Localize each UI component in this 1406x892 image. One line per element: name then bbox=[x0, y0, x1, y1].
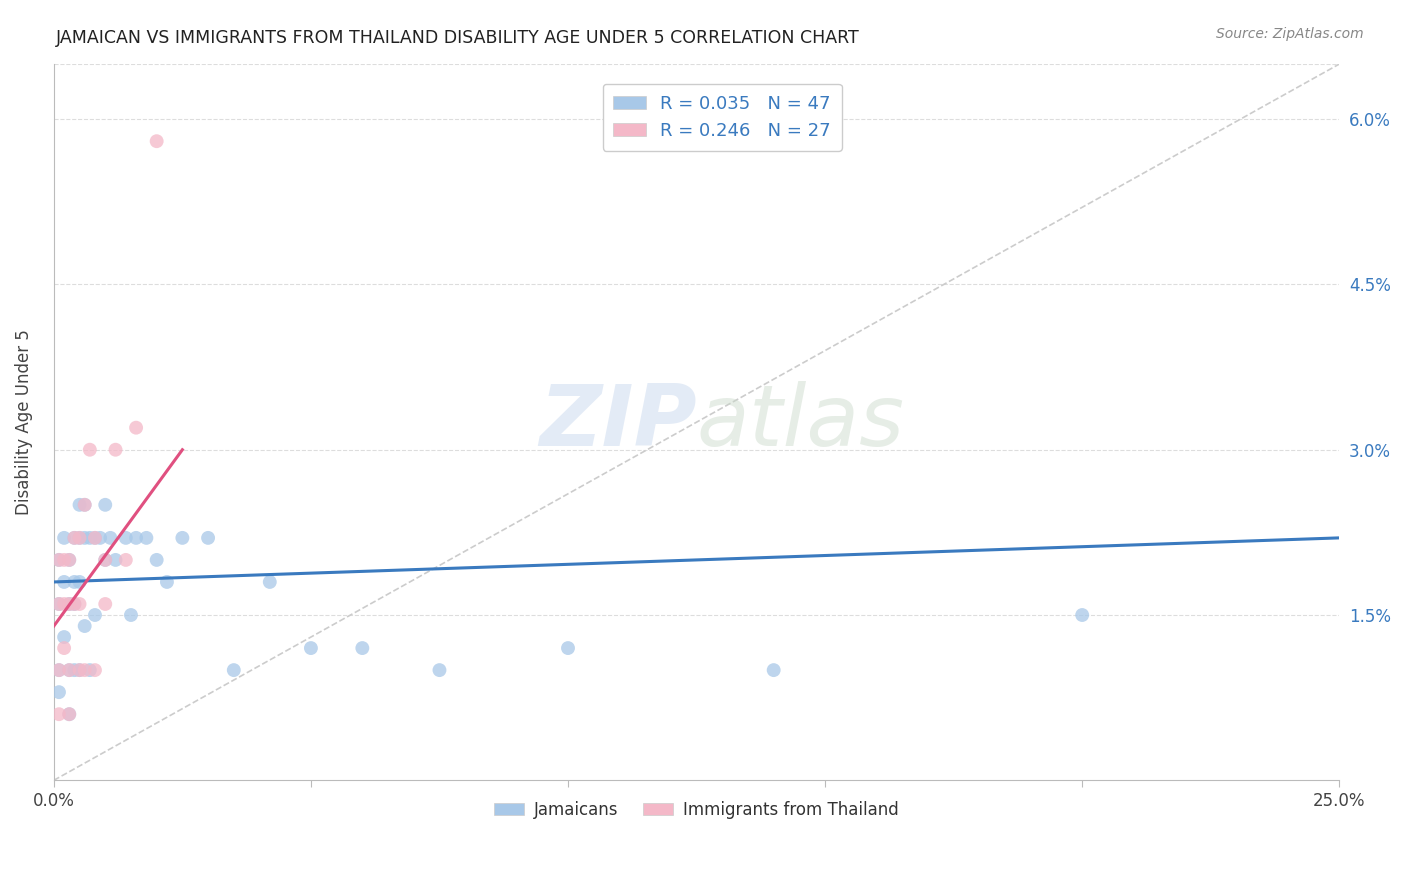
Point bbox=[84, 607, 107, 622]
Point bbox=[58, 553, 80, 567]
Point bbox=[120, 607, 142, 622]
Text: JAMAICAN VS IMMIGRANTS FROM THAILAND DISABILITY AGE UNDER 5 CORRELATION CHART: JAMAICAN VS IMMIGRANTS FROM THAILAND DIS… bbox=[56, 29, 860, 46]
Text: atlas: atlas bbox=[696, 381, 904, 464]
Point bbox=[429, 663, 451, 677]
Point bbox=[58, 597, 80, 611]
Point bbox=[48, 685, 70, 699]
Point bbox=[69, 663, 91, 677]
Point bbox=[84, 663, 107, 677]
Point bbox=[73, 663, 96, 677]
Point bbox=[94, 498, 117, 512]
Point bbox=[48, 597, 70, 611]
Point bbox=[104, 553, 127, 567]
Y-axis label: Disability Age Under 5: Disability Age Under 5 bbox=[15, 329, 32, 515]
Point bbox=[58, 707, 80, 722]
Point bbox=[84, 531, 107, 545]
Point bbox=[53, 641, 76, 656]
Point bbox=[197, 531, 219, 545]
Point bbox=[114, 531, 136, 545]
Point bbox=[73, 619, 96, 633]
Point bbox=[48, 663, 70, 677]
Point bbox=[53, 553, 76, 567]
Point bbox=[172, 531, 194, 545]
Point bbox=[69, 663, 91, 677]
Point bbox=[73, 498, 96, 512]
Point bbox=[53, 531, 76, 545]
Point bbox=[63, 597, 86, 611]
Point bbox=[58, 597, 80, 611]
Legend: Jamaicans, Immigrants from Thailand: Jamaicans, Immigrants from Thailand bbox=[488, 795, 905, 826]
Point bbox=[58, 663, 80, 677]
Point bbox=[299, 641, 322, 656]
Point bbox=[259, 574, 281, 589]
Point bbox=[89, 531, 111, 545]
Point bbox=[63, 574, 86, 589]
Point bbox=[53, 597, 76, 611]
Point bbox=[94, 597, 117, 611]
Point bbox=[94, 553, 117, 567]
Point bbox=[762, 663, 785, 677]
Point bbox=[58, 707, 80, 722]
Point bbox=[100, 531, 122, 545]
Point bbox=[156, 574, 179, 589]
Point bbox=[48, 707, 70, 722]
Point bbox=[145, 553, 167, 567]
Point bbox=[63, 597, 86, 611]
Point bbox=[69, 574, 91, 589]
Point bbox=[73, 531, 96, 545]
Point bbox=[135, 531, 157, 545]
Point bbox=[69, 597, 91, 611]
Point bbox=[63, 663, 86, 677]
Point bbox=[58, 663, 80, 677]
Point bbox=[222, 663, 245, 677]
Point bbox=[48, 663, 70, 677]
Point bbox=[53, 630, 76, 644]
Text: ZIP: ZIP bbox=[538, 381, 696, 464]
Point bbox=[114, 553, 136, 567]
Point bbox=[63, 531, 86, 545]
Point bbox=[63, 531, 86, 545]
Point bbox=[48, 553, 70, 567]
Point bbox=[48, 553, 70, 567]
Point bbox=[145, 134, 167, 148]
Point bbox=[58, 553, 80, 567]
Point bbox=[104, 442, 127, 457]
Point bbox=[53, 574, 76, 589]
Point bbox=[84, 531, 107, 545]
Point bbox=[352, 641, 374, 656]
Point bbox=[557, 641, 579, 656]
Point bbox=[48, 597, 70, 611]
Point bbox=[69, 531, 91, 545]
Point bbox=[69, 531, 91, 545]
Point bbox=[1071, 607, 1094, 622]
Point bbox=[69, 498, 91, 512]
Point bbox=[79, 442, 101, 457]
Point bbox=[73, 498, 96, 512]
Point bbox=[125, 531, 148, 545]
Text: Source: ZipAtlas.com: Source: ZipAtlas.com bbox=[1216, 27, 1364, 41]
Point bbox=[79, 663, 101, 677]
Point bbox=[125, 420, 148, 434]
Point bbox=[79, 531, 101, 545]
Point bbox=[94, 553, 117, 567]
